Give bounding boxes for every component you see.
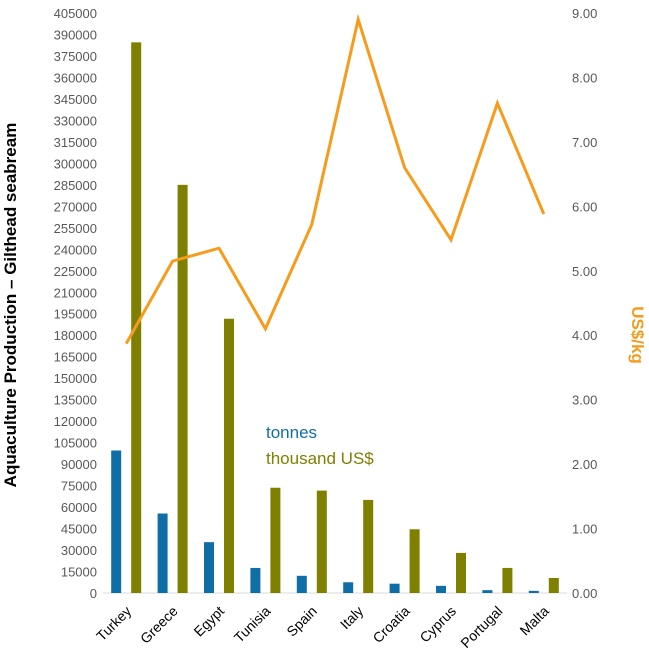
y-tick-label: 60000 (61, 500, 97, 515)
category-label: Egypt (190, 603, 227, 640)
category-label: Greece (137, 603, 181, 647)
y-tick-label: 390000 (54, 27, 97, 42)
bar-thousand-usd-cyprus (456, 552, 466, 593)
bar-tonnes-egypt (204, 542, 214, 593)
y-tick-label: 180000 (54, 328, 97, 343)
y-tick-label: 120000 (54, 414, 97, 429)
y2-tick-label: 3.00 (572, 393, 597, 408)
y2-tick-label: 7.00 (572, 135, 597, 150)
bar-thousand-usd-portugal (502, 567, 513, 593)
bar-thousand-usd-greece (177, 184, 188, 593)
y-tick-label: 165000 (54, 350, 97, 365)
bar-thousand-usd-tunisia (270, 487, 281, 593)
line-usd-per-kg (124, 13, 546, 345)
bar-thousand-usd-croatia (409, 529, 420, 593)
y-tick-label: 330000 (54, 113, 97, 128)
y-tick-label: 375000 (54, 49, 97, 64)
bar-tonnes-malta (528, 590, 539, 593)
y-tick-label: 360000 (54, 70, 97, 85)
y-tick-label: 255000 (54, 221, 97, 236)
bar-tonnes-portugal (482, 590, 493, 593)
y2-tick-label: 4.00 (572, 328, 597, 343)
y-tick-label: 15000 (61, 565, 97, 580)
left-axis-ticks: 0 15000 30000 45000 60000 75000 90000 105000 120… (54, 6, 97, 601)
y-axis-label: Aquaculture Production – Gilthead seabre… (1, 123, 20, 488)
y-tick-label: 240000 (54, 242, 97, 257)
bar-thousand-usd-malta (548, 577, 559, 593)
y2-tick-label: 2.00 (572, 457, 597, 472)
category-label: Cyprus (416, 603, 459, 646)
y-tick-label: 345000 (54, 92, 97, 107)
y-tick-label: 90000 (61, 457, 97, 472)
bar-tonnes-cyprus (436, 585, 446, 593)
price-line (124, 13, 546, 345)
category-label: Malta (516, 603, 552, 639)
legend-thousand-usd: thousand US$ (266, 449, 374, 468)
category-label: Turkey (93, 603, 134, 644)
y-tick-label: 270000 (54, 199, 97, 214)
bars (111, 42, 559, 593)
y-tick-label: 0 (90, 586, 97, 601)
y2-tick-label: 8.00 (572, 70, 597, 85)
y2-tick-label: 1.00 (572, 522, 597, 537)
y-tick-label: 210000 (54, 285, 97, 300)
y-tick-label: 135000 (54, 393, 97, 408)
bar-tonnes-spain (296, 575, 307, 593)
y-tick-label: 45000 (61, 522, 97, 537)
y2-tick-label: 6.00 (572, 199, 597, 214)
legend-tonnes: tonnes (266, 423, 317, 442)
y-tick-label: 285000 (54, 178, 97, 193)
category-label: Portugal (457, 603, 505, 651)
y2-tick-label: 5.00 (572, 264, 597, 279)
y-tick-label: 30000 (61, 543, 97, 558)
bar-thousand-usd-italy (363, 499, 374, 593)
bar-tonnes-tunisia (250, 567, 261, 593)
category-label: Tunisia (231, 603, 274, 646)
y-tick-label: 105000 (54, 436, 97, 451)
y-tick-label: 150000 (54, 371, 97, 386)
bar-tonnes-greece (157, 513, 168, 593)
category-labels: Turkey Greece Egypt Tunisia Spain Italy Croati… (93, 603, 552, 651)
y-tick-label: 315000 (54, 135, 97, 150)
category-label: Spain (283, 603, 320, 640)
y2-tick-label: 0.00 (572, 586, 597, 601)
y-tick-label: 405000 (54, 6, 97, 21)
y2-axis-label: US$/kg (628, 306, 647, 364)
y-tick-label: 225000 (54, 264, 97, 279)
y-tick-label: 300000 (54, 156, 97, 171)
bar-tonnes-turkey (111, 450, 122, 593)
y-tick-label: 195000 (54, 307, 97, 322)
category-label: Croatia (369, 603, 412, 646)
bar-tonnes-italy (343, 582, 354, 593)
bar-thousand-usd-egypt (224, 318, 234, 593)
bar-thousand-usd-spain (316, 490, 327, 593)
y-tick-label: 75000 (61, 479, 97, 494)
right-axis-ticks: 0.00 1.00 2.00 3.00 4.00 5.00 6.00 7.00 8.00 9.00 (572, 6, 597, 601)
category-label: Italy (337, 603, 366, 632)
y2-tick-label: 9.00 (572, 6, 597, 21)
bar-thousand-usd-turkey (131, 42, 142, 593)
bar-tonnes-croatia (389, 583, 400, 593)
